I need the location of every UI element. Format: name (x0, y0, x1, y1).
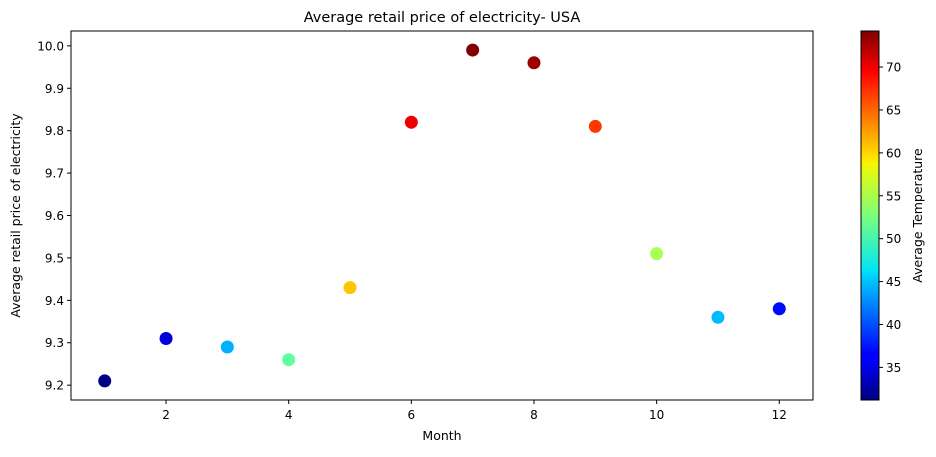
x-tick-label: 8 (530, 408, 538, 422)
x-tick-label: 10 (649, 408, 664, 422)
data-point (404, 115, 418, 129)
data-point (772, 302, 786, 316)
y-tick-label: 9.6 (45, 209, 64, 223)
colorbar-ticks: 35 40 45 50 55 60 65 70 (879, 61, 901, 375)
data-point (466, 43, 480, 57)
y-tick-label: 9.2 (45, 379, 64, 393)
colorbar-tick-label: 40 (886, 318, 901, 332)
colorbar-tick-label: 70 (886, 61, 901, 75)
x-tick-label: 6 (408, 408, 416, 422)
plot-area (70, 30, 814, 401)
data-point (588, 119, 602, 133)
x-tick-label: 2 (162, 408, 170, 422)
colorbar (860, 30, 880, 401)
y-tick-label: 9.7 (45, 167, 64, 181)
colorbar-tick-label: 45 (886, 275, 901, 289)
colorbar-tick-label: 55 (886, 189, 901, 203)
y-tick-label: 9.5 (45, 251, 64, 265)
colorbar-tick-label: 65 (886, 103, 901, 117)
chart-title: Average retail price of electricity- USA (304, 10, 581, 26)
colorbar-tick-label: 60 (886, 146, 901, 160)
data-point (527, 56, 541, 70)
y-axis-label: Average retail price of electricity (8, 113, 23, 318)
x-tick-label: 12 (772, 408, 787, 422)
x-tick-label: 4 (285, 408, 293, 422)
y-tick-label: 10.0 (37, 39, 64, 53)
colorbar-label: Average Temperature (910, 148, 925, 283)
y-tick-label: 9.8 (45, 124, 64, 138)
y-tick-label: 9.3 (45, 336, 64, 350)
data-points (98, 43, 786, 388)
data-point (650, 247, 664, 261)
data-point (98, 374, 112, 388)
y-tick-label: 9.4 (45, 294, 64, 308)
data-point (220, 340, 234, 354)
data-point (282, 353, 296, 367)
colorbar-tick-label: 35 (886, 361, 901, 375)
y-tick-label: 9.9 (45, 82, 64, 96)
data-point (159, 332, 173, 345)
colorbar-tick-label: 50 (886, 232, 901, 246)
y-axis-ticks: 9.2 9.3 9.4 9.5 9.6 9.7 9.8 9.9 10.0 (37, 39, 71, 393)
data-point (343, 281, 357, 295)
x-axis-ticks: 2 4 6 8 10 12 (162, 400, 787, 422)
data-point (711, 310, 725, 324)
x-axis-label: Month (422, 428, 461, 443)
